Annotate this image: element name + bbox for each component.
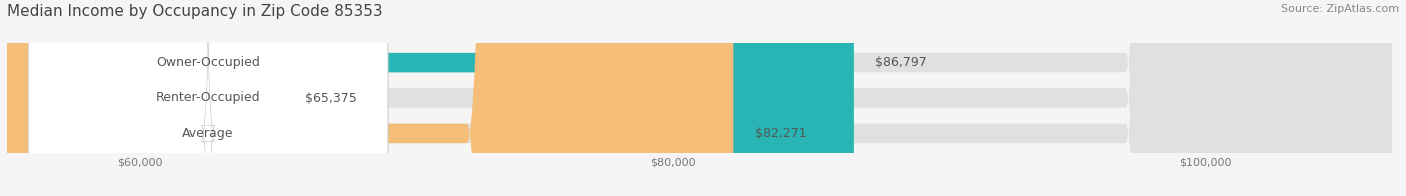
FancyBboxPatch shape [7,0,1392,196]
Text: Owner-Occupied: Owner-Occupied [156,56,260,69]
Text: $82,271: $82,271 [755,127,806,140]
Text: Source: ZipAtlas.com: Source: ZipAtlas.com [1281,4,1399,14]
FancyBboxPatch shape [7,0,853,196]
FancyBboxPatch shape [28,0,388,196]
FancyBboxPatch shape [7,0,1392,196]
Text: Renter-Occupied: Renter-Occupied [156,92,260,104]
FancyBboxPatch shape [7,0,284,196]
FancyBboxPatch shape [7,0,734,196]
Text: $65,375: $65,375 [305,92,356,104]
FancyBboxPatch shape [28,0,388,196]
Text: Average: Average [183,127,233,140]
Text: Median Income by Occupancy in Zip Code 85353: Median Income by Occupancy in Zip Code 8… [7,4,382,19]
FancyBboxPatch shape [28,0,388,196]
FancyBboxPatch shape [7,0,1392,196]
Text: $86,797: $86,797 [875,56,927,69]
